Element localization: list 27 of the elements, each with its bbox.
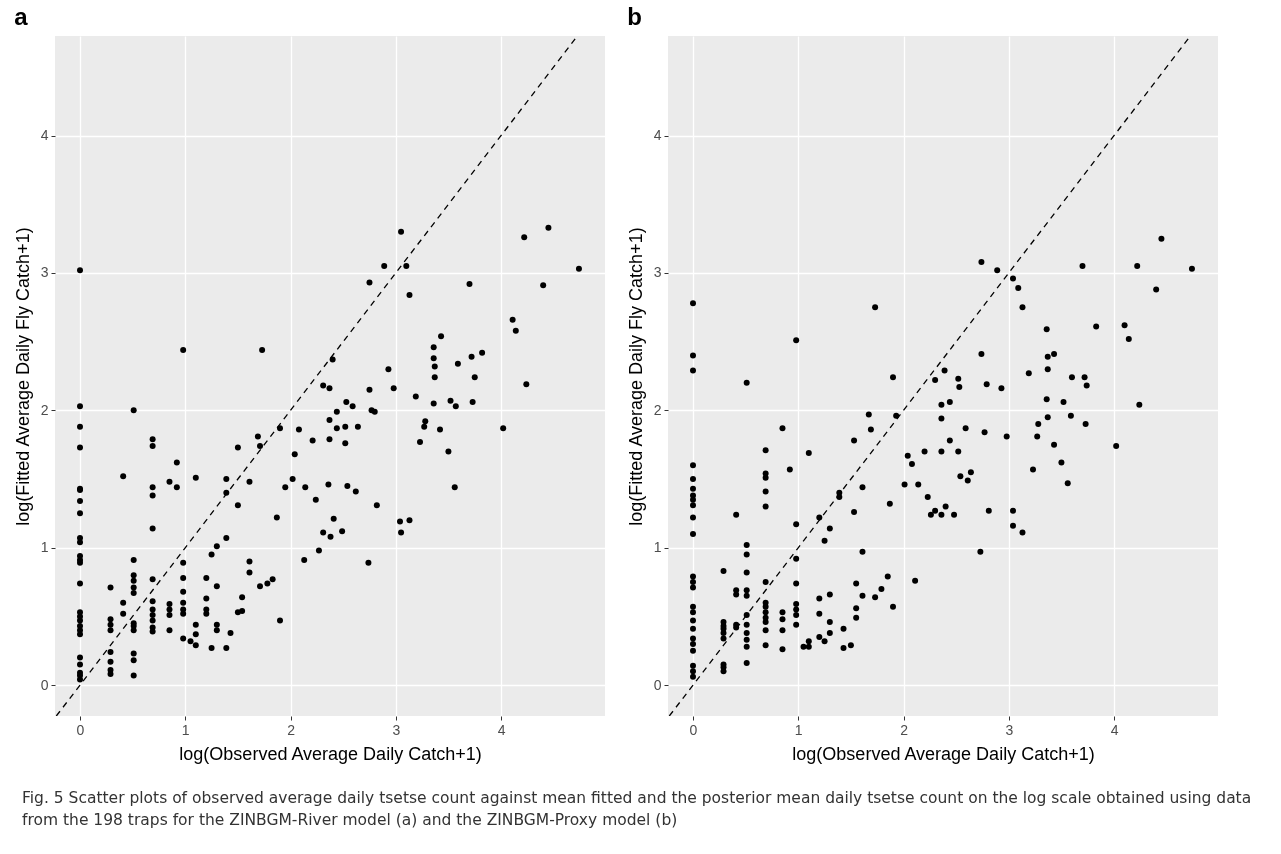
y-tick-label: 4 <box>40 127 49 144</box>
x-tick-label: 2 <box>900 721 909 738</box>
y-tick-label: 4 <box>653 127 662 144</box>
x-tick-label: 4 <box>497 721 506 738</box>
x-tick-label: 4 <box>1110 721 1119 738</box>
y-tick-label: 2 <box>40 401 49 418</box>
x-tick-label: 3 <box>1005 721 1014 738</box>
x-tick-label: 1 <box>181 721 190 738</box>
x-tick-label: 0 <box>689 721 698 738</box>
x-axis-title: log(Observed Average Daily Catch+1) <box>792 743 1095 764</box>
y-tick-label: 0 <box>653 676 662 693</box>
x-tick-label: 1 <box>794 721 803 738</box>
x-tick-label: 0 <box>76 721 85 738</box>
chart-title: a <box>14 3 29 30</box>
y-axis-title: log(Fitted Average Daily Fly Catch+1) <box>12 227 33 526</box>
x-tick-label: 3 <box>392 721 401 738</box>
y-axis-title: log(Fitted Average Daily Fly Catch+1) <box>625 227 646 526</box>
y-tick-label: 1 <box>40 539 49 556</box>
y-tick-label: 0 <box>40 676 49 693</box>
y-tick-label: 3 <box>653 264 662 281</box>
y-tick-label: 1 <box>653 539 662 556</box>
y-tick-label: 3 <box>40 264 49 281</box>
chart-title: b <box>627 3 642 30</box>
y-tick-label: 2 <box>653 401 662 418</box>
x-tick-label: 2 <box>287 721 296 738</box>
x-axis-title: log(Observed Average Daily Catch+1) <box>179 743 482 764</box>
caption: Fig. 5 Scatter plots of observed average daily tsetse count against mean fitted and the posterior mean daily tsetse count on the log scale obtained using data from the 198 traps for the ZINBGM-River model (a) and the ZINBGM-Proxy model (b) <box>22 788 1253 831</box>
